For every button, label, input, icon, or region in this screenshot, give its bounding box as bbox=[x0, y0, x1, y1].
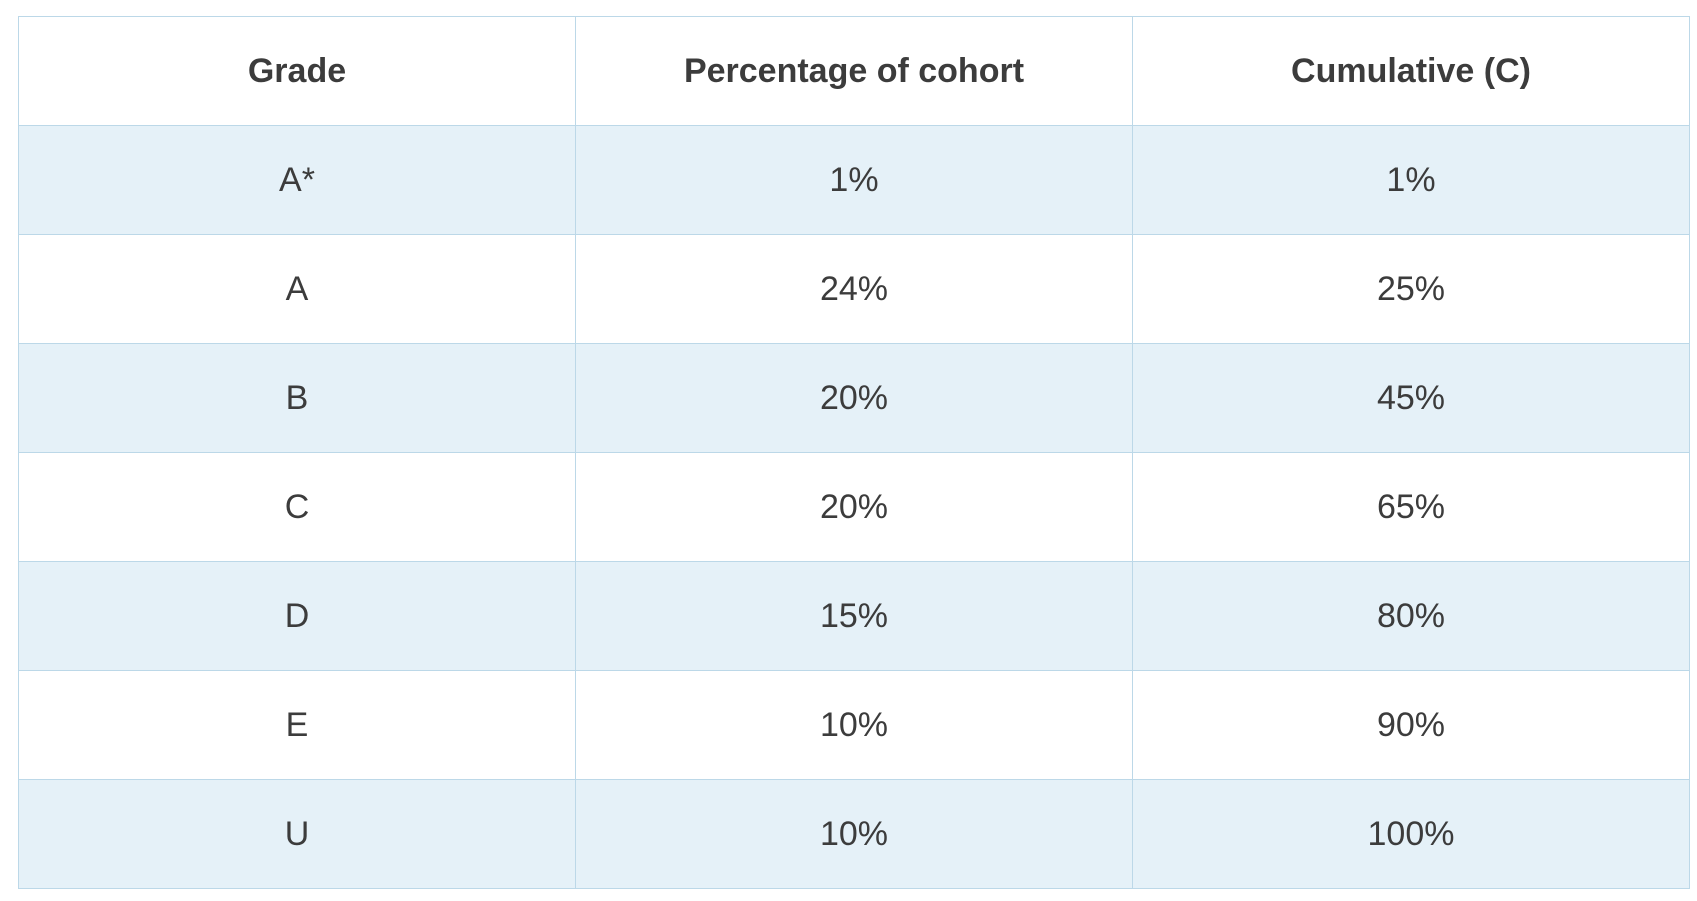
percentage-cell: 15% bbox=[575, 561, 1133, 671]
table-row: A* 1% 1% bbox=[18, 125, 1690, 235]
grade-cell: D bbox=[18, 561, 576, 671]
grade-cell: A bbox=[18, 234, 576, 344]
table-row: D 15% 80% bbox=[18, 561, 1690, 671]
percentage-cell: 1% bbox=[575, 125, 1133, 235]
header-percentage-of-cohort: Percentage of cohort bbox=[575, 16, 1133, 126]
cumulative-cell: 1% bbox=[1132, 125, 1690, 235]
percentage-cell: 10% bbox=[575, 670, 1133, 780]
percentage-cell: 24% bbox=[575, 234, 1133, 344]
grade-cell: A* bbox=[18, 125, 576, 235]
header-cumulative: Cumulative (C) bbox=[1132, 16, 1690, 126]
grade-cell: E bbox=[18, 670, 576, 780]
grade-distribution-table-container: Grade Percentage of cohort Cumulative (C… bbox=[18, 16, 1690, 889]
cumulative-cell: 100% bbox=[1132, 779, 1690, 889]
header-grade: Grade bbox=[18, 16, 576, 126]
cumulative-cell: 90% bbox=[1132, 670, 1690, 780]
grade-distribution-table: Grade Percentage of cohort Cumulative (C… bbox=[18, 16, 1690, 889]
table-row: A 24% 25% bbox=[18, 234, 1690, 344]
table-row: B 20% 45% bbox=[18, 343, 1690, 453]
percentage-cell: 20% bbox=[575, 452, 1133, 562]
percentage-cell: 20% bbox=[575, 343, 1133, 453]
table-row: E 10% 90% bbox=[18, 670, 1690, 780]
grade-cell: C bbox=[18, 452, 576, 562]
table-header-row: Grade Percentage of cohort Cumulative (C… bbox=[18, 16, 1690, 126]
grade-cell: U bbox=[18, 779, 576, 889]
cumulative-cell: 80% bbox=[1132, 561, 1690, 671]
table-row: C 20% 65% bbox=[18, 452, 1690, 562]
cumulative-cell: 65% bbox=[1132, 452, 1690, 562]
table-row: U 10% 100% bbox=[18, 779, 1690, 889]
percentage-cell: 10% bbox=[575, 779, 1133, 889]
cumulative-cell: 45% bbox=[1132, 343, 1690, 453]
cumulative-cell: 25% bbox=[1132, 234, 1690, 344]
grade-cell: B bbox=[18, 343, 576, 453]
